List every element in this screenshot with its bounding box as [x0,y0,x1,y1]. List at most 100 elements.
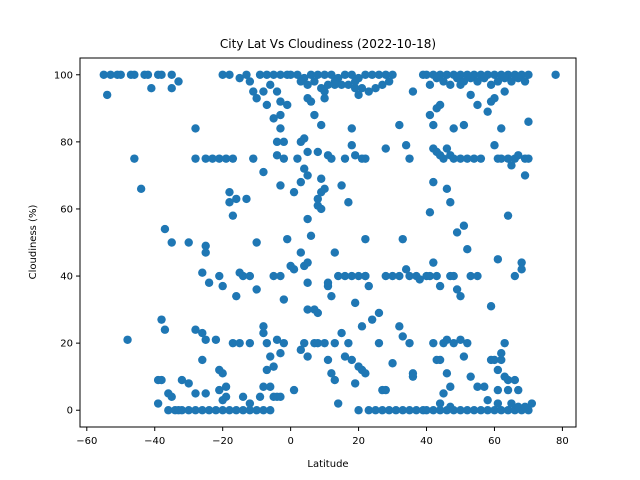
data-point [242,70,251,79]
data-point [174,77,183,86]
data-point [435,355,445,365]
data-point [497,355,506,365]
data-point [211,335,221,344]
data-point [361,234,370,244]
data-point [456,154,465,163]
data-point [459,352,469,361]
data-point [259,87,268,96]
data-point [201,241,210,251]
data-point [388,359,397,368]
data-point [493,365,503,375]
x-tick-label: 20 [352,436,365,447]
data-point [476,406,486,415]
data-point [235,268,244,277]
points-layer [99,70,560,415]
data-point [452,228,462,237]
data-point [300,338,309,348]
data-point [347,124,356,133]
data-point [191,325,200,334]
data-point [323,80,333,90]
data-point [262,365,272,375]
data-point [157,70,166,79]
data-point [177,406,187,415]
data-point [371,83,380,93]
data-point [279,137,289,147]
data-point [269,114,278,123]
data-point [167,238,176,247]
data-point [463,245,472,254]
data-point [130,154,139,163]
data-point [395,120,404,130]
data-point [289,385,299,395]
data-point [283,100,292,110]
data-point [225,70,234,79]
x-tick-label: 0 [287,436,293,447]
data-point [364,406,373,415]
data-point [456,80,465,90]
data-point [514,385,523,395]
data-point [500,338,509,348]
data-point [286,70,295,79]
data-point [357,322,367,331]
data-point [503,154,513,163]
data-point [381,385,390,395]
data-point [225,198,234,207]
data-point [306,231,316,240]
data-point [493,255,503,264]
data-point [503,211,513,220]
data-point [167,83,176,93]
data-point [517,258,526,267]
data-point [232,291,241,301]
data-point [201,248,210,257]
data-point [252,238,261,247]
data-point [296,345,306,355]
data-point [442,369,452,378]
data-point [425,208,435,217]
data-point [405,338,414,348]
data-point [232,194,241,204]
data-point [201,154,210,163]
data-point [167,392,176,402]
data-point [415,275,424,284]
data-point [160,224,170,234]
data-point [300,164,309,173]
data-point [466,90,475,100]
data-point [381,70,390,79]
data-point [347,271,356,281]
data-point [514,151,523,160]
data-point [238,406,248,415]
data-point [514,402,523,412]
data-point [184,379,193,388]
data-point [198,328,207,338]
data-point [184,406,193,415]
data-point [388,70,397,79]
data-point [449,406,458,415]
data-point [503,385,513,395]
data-point [266,382,275,391]
data-point [333,271,343,281]
data-point [466,372,475,381]
data-point [514,73,523,83]
data-point [235,338,244,348]
x-tick-label: −40 [144,436,165,447]
data-point [490,406,499,415]
data-point [317,187,326,197]
data-point [157,315,166,324]
data-point [442,144,452,153]
data-point [446,382,455,391]
data-point [350,83,360,93]
data-point [259,322,268,331]
data-point [276,181,285,190]
data-point [330,80,339,90]
data-point [272,335,282,344]
data-point [520,402,530,412]
data-point [317,204,326,214]
data-point [388,271,397,281]
data-point [279,338,289,348]
data-point [347,141,356,150]
data-point [490,70,499,79]
data-point [442,335,452,344]
data-point [191,406,200,415]
data-point [283,234,292,244]
